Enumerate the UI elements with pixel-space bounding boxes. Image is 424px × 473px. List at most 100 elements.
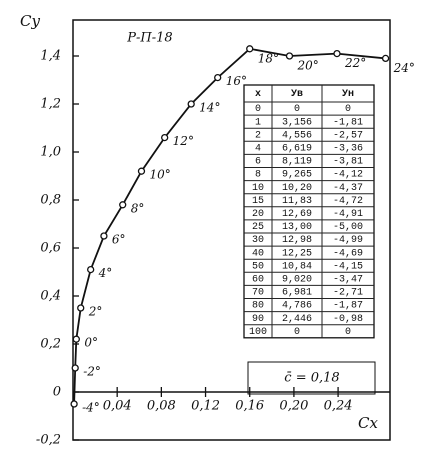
table-cell: 12,98 — [282, 235, 312, 246]
point — [72, 335, 80, 343]
table-header: x — [255, 89, 261, 100]
y-tick-label: 1,0 — [40, 145, 61, 160]
table-cell: 4 — [255, 143, 261, 154]
point — [381, 54, 390, 63]
table-cell: 40 — [252, 248, 264, 259]
point — [77, 304, 85, 312]
point-label: 24° — [393, 61, 415, 75]
annotation: c̄ = 0,18 — [284, 371, 339, 386]
table-cell: 0 — [294, 104, 300, 115]
table-cell: 9,020 — [282, 274, 312, 285]
y-tick-label: 1,2 — [40, 97, 61, 112]
point — [100, 232, 108, 240]
table-cell: -4,37 — [333, 183, 363, 194]
y-axis-label: Cy — [20, 12, 40, 30]
table-cell: -3,47 — [333, 274, 363, 285]
point — [119, 201, 127, 209]
table-cell: 0 — [345, 327, 351, 338]
table-cell: 90 — [252, 314, 264, 325]
point — [161, 133, 169, 142]
table-cell: -3,36 — [333, 143, 363, 154]
point-label: 2° — [88, 305, 103, 319]
table-cell: 25 — [252, 222, 264, 233]
table-cell: 11,83 — [282, 196, 312, 207]
y-tick-label: 1,4 — [40, 49, 61, 64]
annotation-box — [247, 361, 376, 395]
table-cell: 10,20 — [282, 183, 312, 194]
point-label: 18° — [258, 51, 279, 65]
table-cell: 15 — [252, 196, 264, 207]
x-tick-label: 0,16 — [235, 399, 264, 414]
table-bg — [243, 84, 375, 339]
table-cell: 10,84 — [282, 261, 312, 272]
table-cell: 80 — [252, 301, 264, 312]
table-cell: 50 — [252, 261, 264, 272]
table-cell: 4,556 — [282, 130, 312, 141]
point — [70, 400, 78, 408]
chart-title: Р-П-18 — [126, 31, 172, 46]
table-cell: 6 — [255, 157, 261, 168]
y-tick-label: 0,4 — [40, 289, 61, 304]
table-cell: 1 — [255, 117, 261, 128]
table-cell: 100 — [249, 327, 267, 338]
point — [214, 73, 222, 82]
table-cell: 9,265 — [282, 170, 312, 181]
point — [285, 52, 294, 60]
y-tick-label: 0 — [53, 385, 61, 400]
table-cell: -4,72 — [333, 196, 363, 207]
table-cell: 70 — [252, 288, 264, 299]
plot-frame — [72, 19, 391, 441]
point — [187, 100, 195, 108]
x-tick-label: 0,04 — [103, 399, 132, 414]
point-label: -2° — [83, 365, 101, 379]
table-cell: -4,91 — [333, 209, 363, 220]
y-tick-label: 0,6 — [40, 241, 61, 256]
table-cell: 2 — [255, 130, 261, 141]
point-label: 10° — [149, 168, 170, 182]
point — [87, 265, 95, 274]
y-tick-label: 0,8 — [40, 193, 61, 208]
table-cell: -4,99 — [333, 235, 363, 246]
point-label: 8° — [131, 201, 145, 215]
point-label: 0° — [84, 336, 98, 350]
table-cell: 4,786 — [282, 301, 312, 312]
table-cell: -1,81 — [333, 117, 363, 128]
table-cell: 6,981 — [282, 288, 312, 299]
table-cell: -4,69 — [333, 248, 363, 259]
table-cell: 20 — [252, 209, 264, 220]
table-cell: -2,57 — [333, 130, 363, 141]
table-cell: 0 — [345, 104, 351, 115]
table-cell: -0,98 — [333, 314, 363, 325]
point — [333, 49, 341, 58]
table-cell: 8 — [255, 170, 261, 181]
table-cell: 10 — [252, 183, 264, 194]
x-tick-label: 0,12 — [191, 399, 220, 414]
table-cell: -4,15 — [333, 261, 363, 272]
table-cell: 3,156 — [282, 117, 312, 128]
point — [137, 167, 146, 175]
point-label: 6° — [112, 233, 126, 247]
table-cell: 13,00 — [282, 222, 312, 233]
x-tick-label: 0,08 — [147, 399, 176, 414]
y-tick-label: -0,2 — [36, 433, 61, 448]
table-cell: 30 — [252, 235, 264, 246]
point — [246, 45, 254, 53]
point-label: 16° — [226, 74, 247, 88]
point-label: 4° — [98, 266, 113, 280]
table-cell: 60 — [252, 274, 264, 285]
table-cell: 0 — [294, 327, 300, 338]
table-header: Ун — [342, 89, 354, 100]
x-tick-label: 0,24 — [324, 399, 353, 414]
table-cell: 0 — [255, 104, 261, 115]
point-label: 20° — [296, 59, 318, 73]
table-cell: -5,00 — [333, 222, 363, 233]
point-label: -4° — [82, 401, 100, 415]
x-axis-label: Cx — [358, 414, 378, 432]
table-header: Ув — [291, 89, 303, 100]
table-cell: 6,619 — [282, 143, 312, 154]
point-label: 22° — [344, 56, 366, 70]
table-cell: -1,87 — [333, 301, 363, 312]
table-cell: -4,12 — [333, 170, 363, 181]
table-cell: 2,446 — [282, 314, 312, 325]
